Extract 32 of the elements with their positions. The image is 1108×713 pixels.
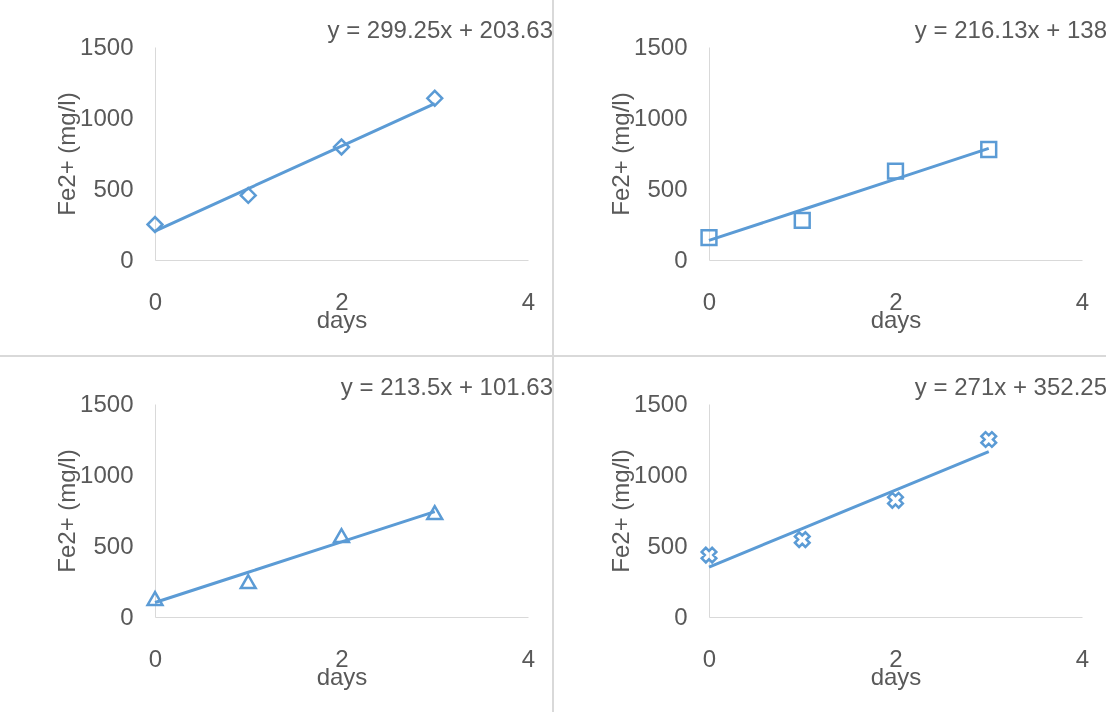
text: y = 213.5x + 101.63 [340, 373, 553, 400]
y-tick-label: 0 [674, 602, 688, 630]
x-tick-label: 0 [148, 287, 163, 315]
x-tick-label: 4 [521, 644, 536, 672]
y-tick-label: 1000 [634, 103, 688, 131]
y-tick-label: 1500 [634, 32, 688, 60]
text: y = 299.25x + 203.63 [327, 16, 553, 43]
x-tick-label: 0 [702, 644, 717, 672]
y-axis-title: Fe2+ (mg/l) [53, 449, 81, 573]
text: y = 216.13x + 138 [914, 16, 1107, 43]
y-tick-label: 500 [647, 174, 688, 202]
x-tick-label: 0 [148, 644, 163, 672]
text: y = 271x + 352.25 [914, 373, 1107, 400]
y-tick-label: 1000 [80, 103, 134, 131]
x-tick-label: 4 [521, 287, 536, 315]
y-axis-title: Fe2+ (mg/l) [607, 449, 635, 573]
x-tick-label: 4 [1075, 287, 1090, 315]
y-tick-label: 0 [674, 245, 688, 273]
y-tick-label: 0 [120, 245, 134, 273]
y-tick-label: 0 [120, 602, 134, 630]
y-tick-label: 1500 [80, 389, 134, 417]
y-tick-label: 1000 [80, 460, 134, 488]
y-tick-label: 1500 [634, 389, 688, 417]
y-tick-label: 1000 [634, 460, 688, 488]
y-tick-label: 1500 [80, 32, 134, 60]
y-tick-label: 500 [647, 531, 688, 559]
y-axis-title: Fe2+ (mg/l) [53, 92, 81, 216]
y-tick-label: 500 [93, 174, 134, 202]
y-tick-label: 500 [93, 531, 134, 559]
y-axis-title: Fe2+ (mg/l) [607, 92, 635, 216]
x-tick-label: 0 [702, 287, 717, 315]
x-tick-label: 4 [1075, 644, 1090, 672]
